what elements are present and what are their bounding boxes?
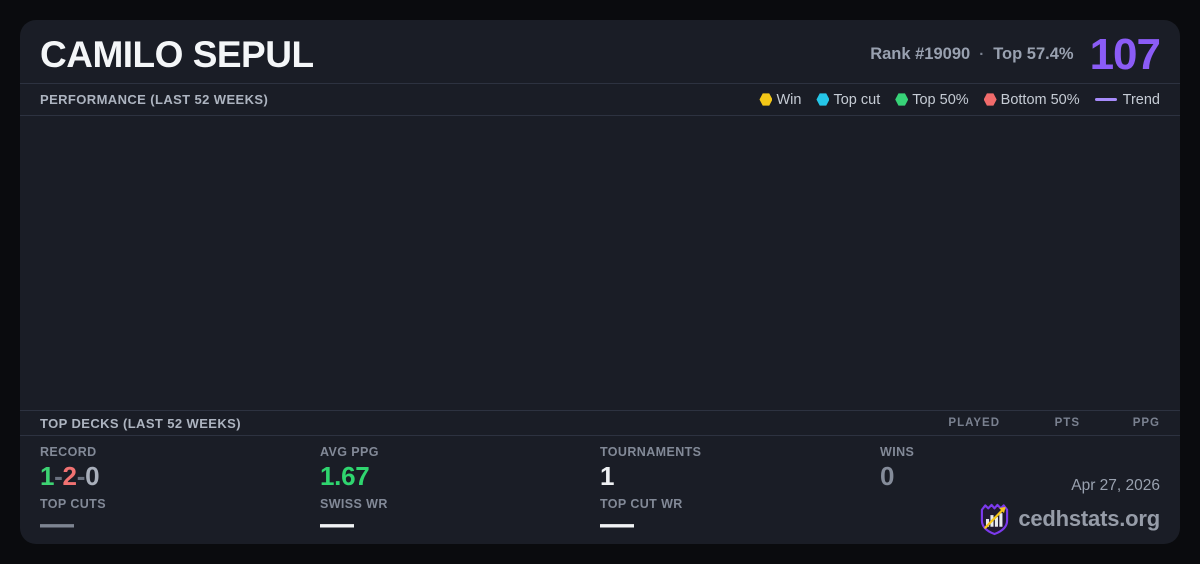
performance-header-row: PERFORMANCE (LAST 52 WEEKS) Win Top cut … (20, 84, 1180, 116)
top-cut-wr-label: TOP CUT WR (600, 497, 683, 511)
wins-label: WINS (880, 445, 915, 459)
win-dot-icon (759, 93, 773, 106)
footer-date: Apr 27, 2026 (1071, 477, 1160, 494)
column-header-ppg: PPG (1132, 417, 1160, 429)
cedhstats-shield-logo-icon (981, 503, 1009, 536)
performance-chart-area (20, 116, 1180, 410)
top-decks-header-row: TOP DECKS (LAST 52 WEEKS) PLAYED PTS PPG (20, 410, 1180, 436)
record-label: RECORD (40, 445, 97, 459)
legend-item-bottom-50: Bottom 50% (983, 92, 1080, 108)
swiss-wr-value: — (320, 505, 354, 543)
rank-separator-dot: · (979, 46, 985, 63)
record-losses: 2 (62, 461, 77, 491)
stats-grid: RECORD 1-2-0 TOP CUTS — AVG PPG 1.67 SWI… (20, 436, 1180, 544)
stat-col-tournaments: TOURNAMENTS 1 TOP CUT WR — (600, 445, 880, 543)
top-50-dot-icon (895, 93, 909, 106)
legend-item-trend: Trend (1094, 92, 1160, 108)
top-cuts-value: — (40, 505, 74, 543)
stat-col-wins: WINS 0 (880, 445, 1160, 534)
legend-item-win: Win (759, 92, 801, 108)
top-cuts-label: TOP CUTS (40, 497, 106, 511)
footer-block: Apr 27, 2026 cedhstats.org (979, 477, 1160, 536)
header-right: Rank #19090 · Top 57.4% 107 (870, 29, 1161, 79)
top-cut-wr-value: — (600, 505, 634, 543)
bottom-50-dot-icon (983, 93, 997, 106)
rank-line: Rank #19090 · Top 57.4% (870, 45, 1073, 64)
player-stats-card: CAMILO SEPUL Rank #19090 · Top 57.4% 107… (20, 20, 1180, 544)
page-title: CAMILO SEPUL (40, 33, 314, 75)
brand-text: cedhstats.org (1018, 505, 1160, 531)
performance-section-title: PERFORMANCE (LAST 52 WEEKS) (40, 92, 269, 107)
card-header: CAMILO SEPUL Rank #19090 · Top 57.4% 107 (20, 20, 1180, 84)
rank-text: Rank #19090 (870, 45, 971, 63)
avg-ppg-label: AVG PPG (320, 445, 379, 459)
top-decks-columns: PLAYED PTS PPG (920, 417, 1160, 429)
swiss-wr-label: SWISS WR (320, 497, 388, 511)
score-value: 107 (1089, 29, 1161, 79)
top-decks-section-title: TOP DECKS (LAST 52 WEEKS) (40, 415, 241, 431)
tournaments-label: TOURNAMENTS (600, 445, 702, 459)
record-value: 1-2-0 (40, 461, 100, 491)
record-draws: 0 (85, 461, 100, 491)
stat-col-record: RECORD 1-2-0 TOP CUTS — (40, 445, 320, 543)
top-cut-dot-icon (816, 93, 830, 106)
stat-col-avg-ppg: AVG PPG 1.67 SWISS WR — (320, 445, 600, 543)
chart-legend: Win Top cut Top 50% Bottom 50% Trend (759, 92, 1160, 108)
wins-value: 0 (880, 461, 895, 491)
avg-ppg-value: 1.67 (320, 461, 370, 491)
legend-item-top-cut: Top cut (816, 92, 880, 108)
column-header-played: PLAYED (948, 417, 1000, 429)
record-wins: 1 (40, 461, 55, 491)
top-percent-text: Top 57.4% (993, 45, 1074, 63)
legend-item-top-50: Top 50% (895, 92, 969, 108)
tournaments-value: 1 (600, 461, 615, 491)
brand-row[interactable]: cedhstats.org (979, 501, 1160, 536)
column-header-pts: PTS (1054, 417, 1080, 429)
trend-line-icon (1094, 98, 1117, 101)
